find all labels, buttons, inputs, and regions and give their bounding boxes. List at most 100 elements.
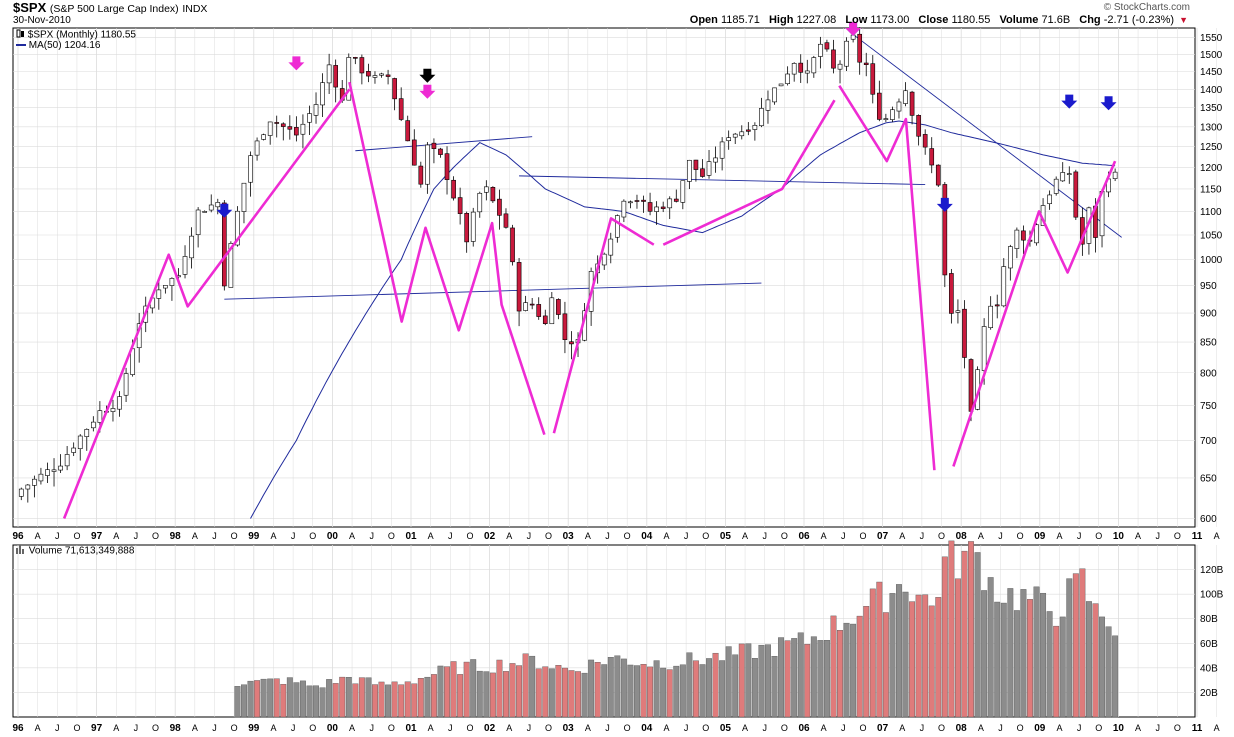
x-tick-label: O: [624, 723, 631, 733]
magenta-arrow-icon: [845, 22, 862, 36]
x-tick-label: 11: [1192, 723, 1203, 734]
volume-bar: [1072, 573, 1079, 718]
volume-bar: [339, 676, 346, 718]
x-tick-label: J: [448, 723, 453, 733]
x-tick-label: 00: [327, 723, 339, 734]
x-tick-label: O: [545, 723, 552, 733]
candle: [765, 90, 771, 124]
price-tick-label: 1000: [1200, 255, 1223, 266]
x-tick-label: J: [684, 723, 689, 733]
volume-bar: [358, 677, 365, 718]
x-tick-label: J: [841, 531, 846, 541]
volume-bar: [470, 659, 477, 718]
candle: [772, 87, 777, 105]
x-tick-label: A: [506, 723, 512, 733]
volume-bar: [876, 581, 883, 718]
x-tick-label: 08: [956, 723, 968, 734]
price-tick-label: 650: [1200, 473, 1217, 484]
price-tick-label: 800: [1200, 368, 1217, 379]
candle: [313, 92, 319, 124]
volume-bar: [1105, 626, 1112, 718]
price-tick-label: 1050: [1200, 231, 1223, 242]
candle: [431, 138, 437, 164]
candle: [274, 115, 280, 138]
candlestick-series: [18, 25, 1118, 503]
x-tick-label: J: [55, 723, 60, 733]
volume-legend-icon: [16, 545, 26, 557]
volume-bar: [267, 678, 274, 718]
volume-bar: [568, 670, 575, 718]
volume-bar: [496, 659, 503, 718]
candle: [818, 36, 823, 69]
volume-bar: [850, 623, 857, 718]
volume-bar: [372, 684, 378, 718]
volume-bar: [607, 657, 614, 718]
volume-bar: [1033, 586, 1040, 718]
candle: [32, 475, 37, 498]
pattern-line: [838, 85, 936, 471]
candle: [25, 483, 31, 503]
x-tick-label: J: [605, 723, 610, 733]
x-tick-label: J: [291, 723, 296, 733]
volume-bar: [765, 644, 771, 718]
volume-bar: [889, 593, 896, 718]
axis-labels: 6006507007508008509009501000105011001150…: [12, 33, 1223, 734]
x-tick-label: A: [742, 531, 748, 541]
candle: [117, 391, 122, 417]
x-tick-label: A: [821, 531, 827, 541]
candle: [58, 454, 63, 473]
candle: [569, 331, 574, 360]
low-value: 1173.00: [870, 14, 910, 26]
x-tick-label: J: [448, 531, 453, 541]
candle: [752, 122, 758, 141]
pattern-line: [952, 160, 1117, 467]
candle: [136, 312, 142, 363]
volume-bar: [489, 672, 496, 718]
trendline: [519, 175, 926, 185]
chg-label: Chg: [1079, 14, 1101, 26]
candle: [1086, 206, 1092, 255]
candle: [962, 300, 967, 369]
x-tick-label: A: [899, 723, 905, 733]
x-tick-label: O: [545, 531, 552, 541]
candle: [510, 224, 515, 266]
x-tick-label: A: [270, 723, 276, 733]
volume-bar: [869, 588, 876, 718]
x-tick-label: A: [1214, 723, 1220, 733]
x-tick-label: A: [663, 531, 669, 541]
candle: [621, 199, 627, 223]
candle: [837, 60, 843, 84]
x-tick-label: O: [859, 531, 866, 541]
volume-bar: [555, 665, 562, 718]
x-tick-label: O: [781, 531, 788, 541]
x-tick-label: O: [938, 531, 945, 541]
candle: [732, 132, 738, 144]
candle: [123, 367, 129, 402]
volume-bar: [391, 681, 398, 718]
volume-bar: [922, 594, 929, 718]
candle: [156, 281, 162, 310]
x-tick-label: J: [920, 531, 925, 541]
x-tick-label: J: [55, 531, 60, 541]
volume-bar: [948, 540, 955, 718]
volume-bar: [306, 685, 313, 718]
candle: [18, 487, 24, 501]
trendline: [224, 282, 762, 300]
volume-bar: [791, 638, 798, 718]
blue-arrow-icon: [216, 203, 233, 218]
x-tick-label: 99: [248, 531, 260, 542]
x-tick-label: J: [134, 723, 139, 733]
volume-bar: [437, 665, 444, 718]
x-tick-label: A: [1056, 723, 1062, 733]
volume-bar: [575, 671, 581, 718]
price-tick-label: 1500: [1200, 50, 1223, 61]
volume-bar: [247, 680, 254, 718]
x-tick-label: O: [309, 723, 316, 733]
volume-bar: [634, 665, 640, 718]
volume-bar: [837, 630, 843, 718]
magenta-arrow-icon: [419, 84, 436, 99]
candle: [307, 105, 312, 136]
candle: [438, 147, 443, 158]
volume-bar: [476, 670, 483, 718]
volume-bar: [968, 541, 974, 718]
